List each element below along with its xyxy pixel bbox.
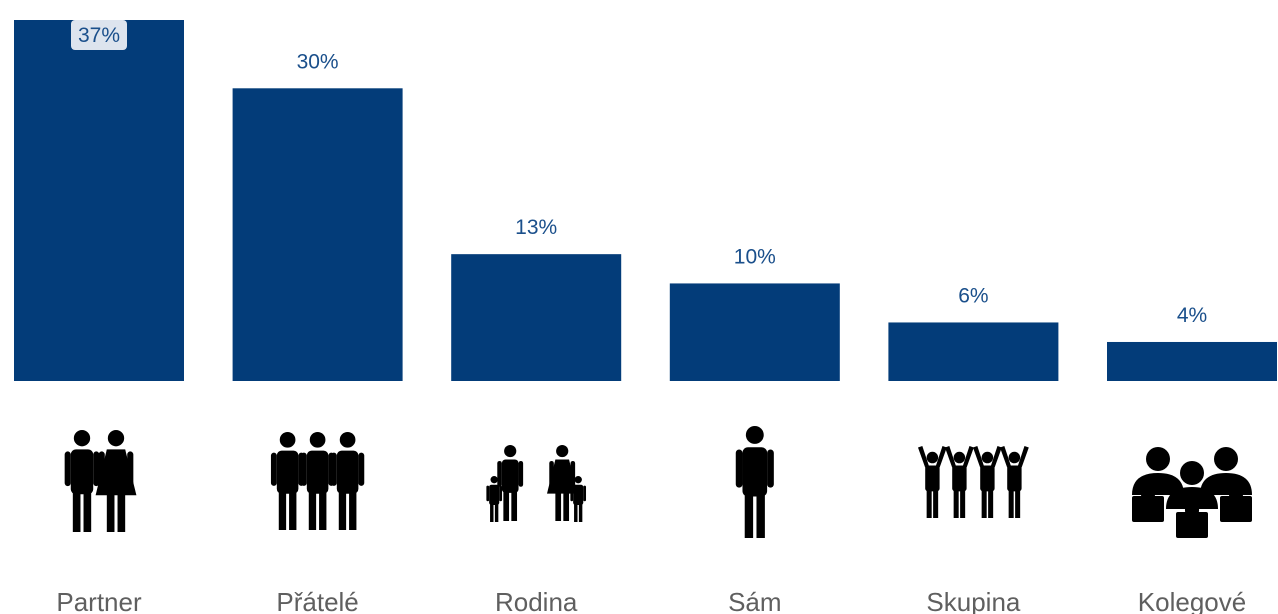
family-icon bbox=[486, 445, 587, 522]
bar-rodina bbox=[451, 254, 622, 381]
category-label: Partner bbox=[56, 587, 142, 614]
bar-partner bbox=[14, 20, 184, 381]
colleagues-icon bbox=[1132, 447, 1252, 538]
friends-icon bbox=[270, 432, 365, 530]
value-label: 30% bbox=[297, 50, 339, 73]
category-label: Sám bbox=[728, 587, 781, 614]
single-person-icon bbox=[735, 426, 774, 538]
value-label: 10% bbox=[734, 245, 776, 268]
bars-layer bbox=[14, 20, 1277, 381]
category-label: Kolegové bbox=[1138, 587, 1246, 614]
bar-kolegové bbox=[1107, 341, 1277, 381]
category-label: Skupina bbox=[926, 587, 1020, 614]
couple-icon bbox=[64, 430, 137, 532]
bar-skupina bbox=[888, 322, 1059, 381]
value-label-background bbox=[71, 20, 127, 50]
category-labels-layer: Partner Přátelé Rodina Sám Skupina Kolegové bbox=[56, 587, 1246, 614]
value-label: 6% bbox=[958, 284, 988, 307]
value-label: 37% bbox=[78, 24, 120, 47]
value-label: 13% bbox=[515, 216, 557, 239]
group-cheering-icon bbox=[918, 446, 1029, 518]
icons-layer bbox=[64, 426, 1252, 538]
category-label: Rodina bbox=[495, 587, 578, 614]
category-label: Přátelé bbox=[276, 587, 358, 614]
bar-přátelé bbox=[232, 88, 403, 381]
bar-sám bbox=[669, 283, 840, 381]
value-labels-layer: 37% 30% 13% 10% 6% 4% bbox=[71, 20, 1207, 327]
value-label: 4% bbox=[1177, 304, 1207, 327]
